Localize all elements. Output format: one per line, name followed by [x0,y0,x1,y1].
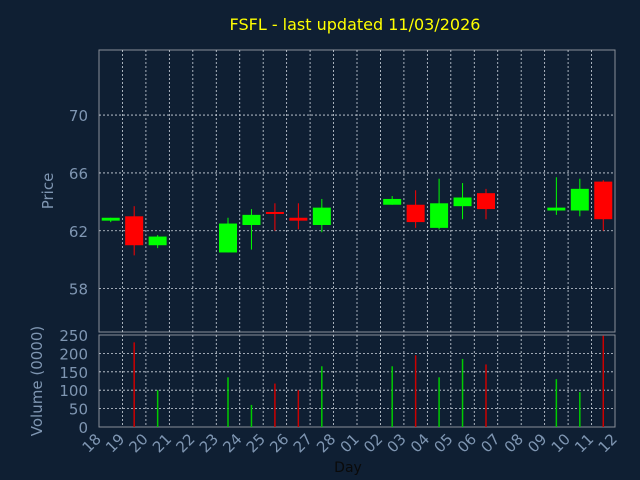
volume-tick-label: 250 [59,327,88,345]
x-tick-label: 07 [477,430,503,456]
volume-tick-label: 200 [59,345,88,363]
x-tick-label: 06 [454,430,480,456]
x-tick-label: 23 [196,430,222,456]
candles [101,177,613,256]
volume-axis-label: Volume (0000) [28,326,46,436]
chart-title: FSFL - last updated 11/03/2026 [230,15,481,34]
x-tick-label: 26 [266,430,292,456]
price-tick-label: 62 [69,223,88,241]
candle-body [547,207,566,211]
x-tick-label: 20 [126,430,152,456]
candle-body [125,216,144,246]
x-tick-label: 28 [313,430,339,456]
volume-tick-label: 50 [69,401,88,419]
x-tick-label: 24 [219,430,245,456]
x-tick-label: 12 [595,430,621,456]
volume-grid [99,335,615,427]
candle-body [383,198,402,205]
x-tick-label: 01 [337,430,363,456]
candle-body [242,214,261,225]
x-tick-label: 21 [149,430,175,456]
x-tick-label: 27 [290,430,316,456]
candle-body [594,181,613,220]
price-tick-label: 58 [69,281,88,299]
x-axis-label: Day [334,460,362,476]
x-tick-label: 09 [524,430,550,456]
volume-tick-label: 150 [59,364,88,382]
x-tick-label: 03 [384,430,410,456]
price-tick-label: 70 [69,107,88,125]
price-tick-label: 66 [69,165,88,183]
candle-body [570,188,589,211]
candle-body [430,203,449,228]
volume-tick-label: 100 [59,382,88,400]
x-tick-label: 25 [243,430,269,456]
candle-body [101,217,120,221]
price-y-tick-labels: 58 62 66 70 [69,107,88,299]
candle-body [289,217,308,221]
price-grid [99,50,615,332]
candle-body [406,204,425,223]
volume-tick-label: 0 [78,419,88,437]
x-tick-label: 10 [548,430,574,456]
price-axis-label: Price [39,173,57,210]
x-tick-label: 05 [430,430,456,456]
candle-body [453,197,472,207]
x-tick-label: 04 [407,430,433,456]
candle-body [265,211,284,214]
x-tick-labels: 1819202122232425262728010203040506070809… [79,430,621,456]
x-tick-label: 02 [360,430,386,456]
x-tick-label: 19 [102,430,128,456]
candle-body [312,207,331,225]
x-tick-label: 11 [571,430,597,456]
candle-body [219,223,237,253]
x-tick-label: 08 [501,430,527,456]
candle-body [148,236,167,246]
x-tick-label: 22 [172,430,198,456]
volume-bars [133,335,605,427]
candle-body [477,193,495,210]
